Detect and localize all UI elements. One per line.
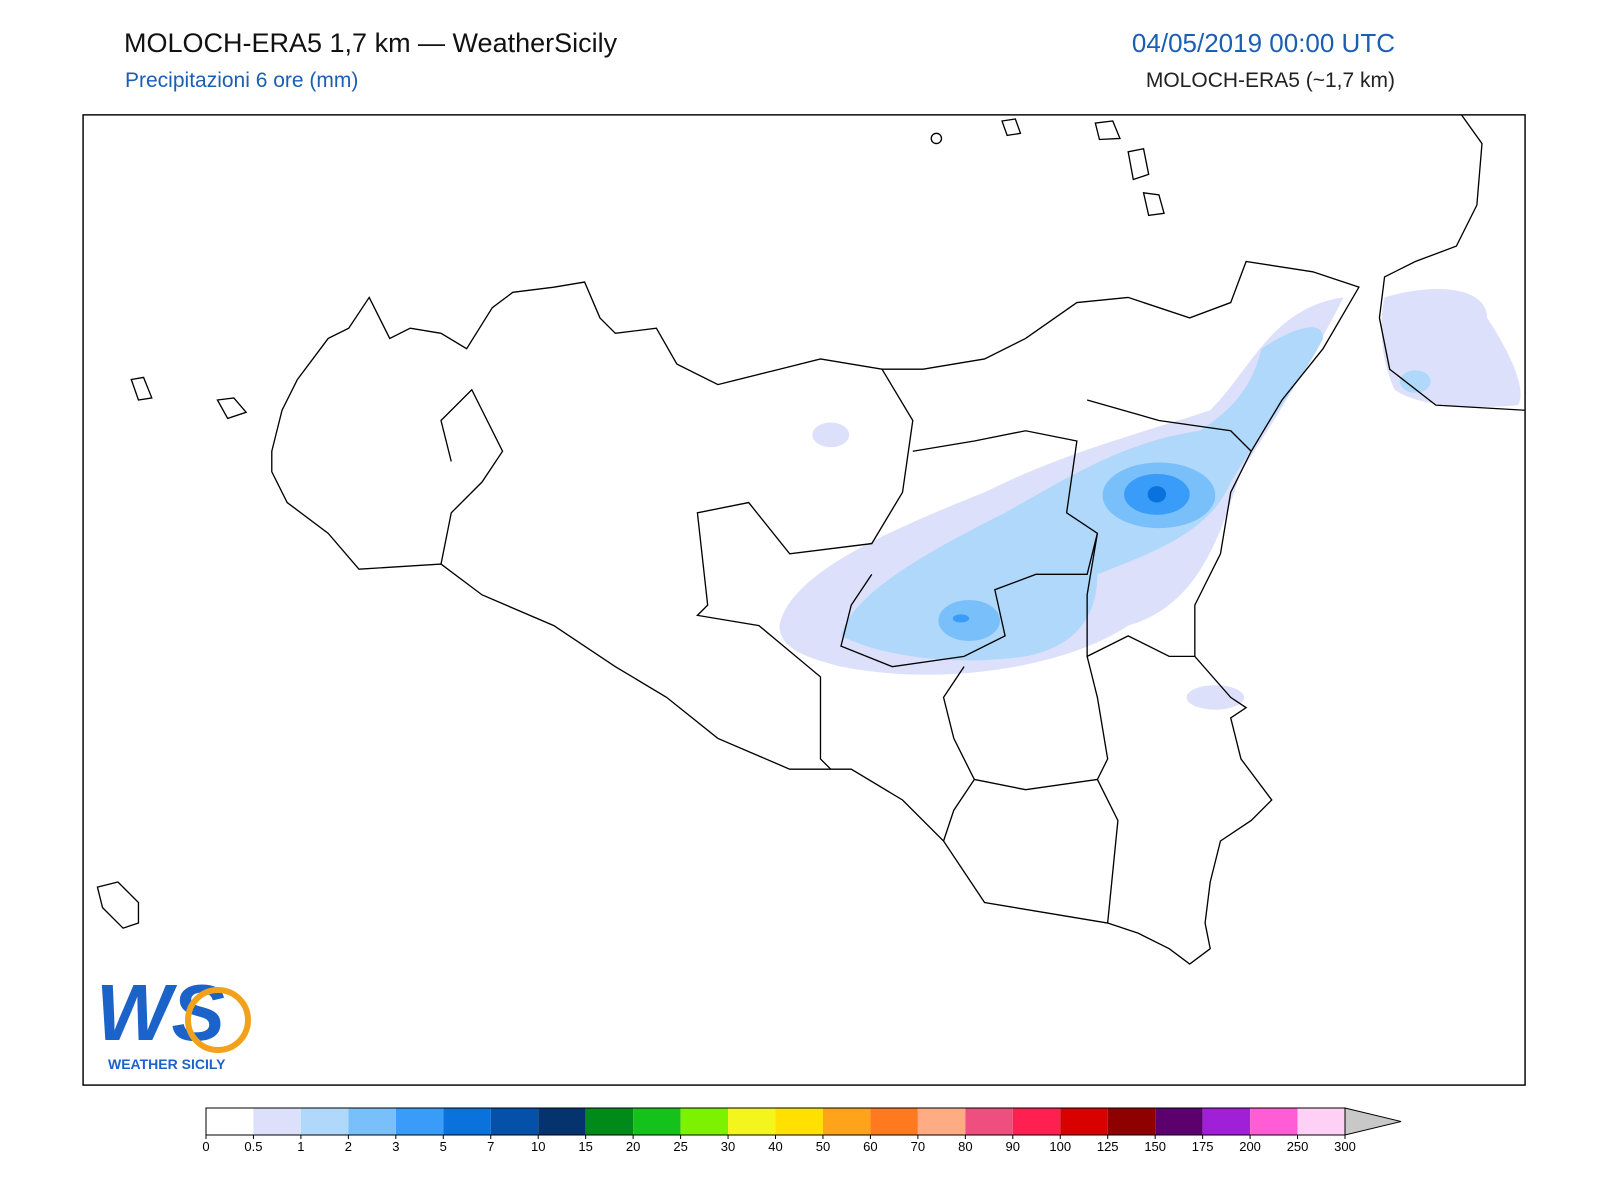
province-borders [440,368,1252,924]
colorbar-label: 30 [721,1139,735,1154]
precip-area [952,614,970,623]
logo-mark: WS [96,968,225,1057]
colorbar-label: 150 [1144,1139,1166,1154]
colorbar-label: 2 [345,1139,352,1154]
colorbar-bin [775,1108,823,1135]
colorbar-label: 125 [1097,1139,1119,1154]
date: 04/05/2019 00:00 UTC [1132,28,1395,58]
colorbar-bin [822,1108,871,1135]
colorbar-bin [680,1108,729,1135]
colorbar-bin [585,1108,634,1135]
colorbar-label: 20 [626,1139,640,1154]
colorbar-label: 90 [1006,1139,1020,1154]
colorbar-label: 175 [1192,1139,1214,1154]
colorbar-label: 7 [487,1139,494,1154]
precip-area [1399,370,1431,393]
map [82,114,1526,1086]
precip-area [1186,685,1245,710]
precip-area [1147,486,1167,503]
colorbar-label: 50 [816,1139,830,1154]
colorbar-bin [633,1108,681,1135]
colorbar-bin [965,1108,1013,1135]
islands [96,118,1165,929]
colorbar: 0 0.5 1 2 3 5 7 10 15 20 25 30 40 50 60 70 80 90 100 125 150… [202,1107,1402,1154]
colorbar-bin [728,1108,776,1135]
precip-area [840,327,1324,661]
colorbar-bin [538,1108,586,1135]
colorbar-label: 300 [1334,1139,1356,1154]
colorbar-label: 100 [1049,1139,1071,1154]
colorbar-label: 15 [578,1139,592,1154]
colorbar-bin [443,1108,491,1135]
logo: WS WEATHER SICILY [96,968,251,1072]
colorbar-label: 5 [440,1139,447,1154]
colorbar-bin [1012,1108,1061,1135]
colorbar-label: 3 [392,1139,399,1154]
colorbar-bin [490,1108,539,1135]
colorbar-bin [1107,1108,1156,1135]
colorbar-label: 250 [1287,1139,1309,1154]
colorbar-bin [206,1108,254,1135]
colorbar-label: 1 [297,1139,304,1154]
coastline [1378,114,1526,411]
colorbar-extension [1344,1107,1402,1136]
logo-text: WEATHER SICILY [108,1056,226,1072]
colorbar-bin [1297,1108,1345,1135]
colorbar-label: 70 [911,1139,925,1154]
precipitation [779,289,1521,710]
colorbar-bin [1060,1108,1108,1135]
colorbar-bin [1250,1108,1298,1135]
colorbar-label: 60 [863,1139,877,1154]
colorbar-bin [348,1108,396,1135]
logo-sun [185,987,251,1053]
subtitle: Precipitazioni 6 ore (mm) [125,69,358,92]
colorbar-bin [253,1108,301,1135]
model: MOLOCH-ERA5 (~1,7 km) [1146,69,1395,92]
colorbar-bin [1155,1108,1203,1135]
colorbar-bin [395,1108,444,1135]
precip-area [812,422,850,448]
precip-area [938,599,1000,641]
coastline [271,260,1360,965]
title: MOLOCH-ERA5 1,7 km — WeatherSicily [124,28,618,58]
colorbar-bin [1202,1108,1251,1135]
colorbar-label: 80 [958,1139,972,1154]
colorbar-bin [917,1108,966,1135]
colorbar-label: 40 [768,1139,782,1154]
colorbar-label: 0.5 [244,1139,262,1154]
colorbar-bin [870,1108,918,1135]
colorbar-label: 25 [673,1139,687,1154]
colorbar-label: 0 [202,1139,209,1154]
colorbar-label: 200 [1239,1139,1261,1154]
colorbar-bin [300,1108,349,1135]
colorbar-label: 10 [531,1139,545,1154]
